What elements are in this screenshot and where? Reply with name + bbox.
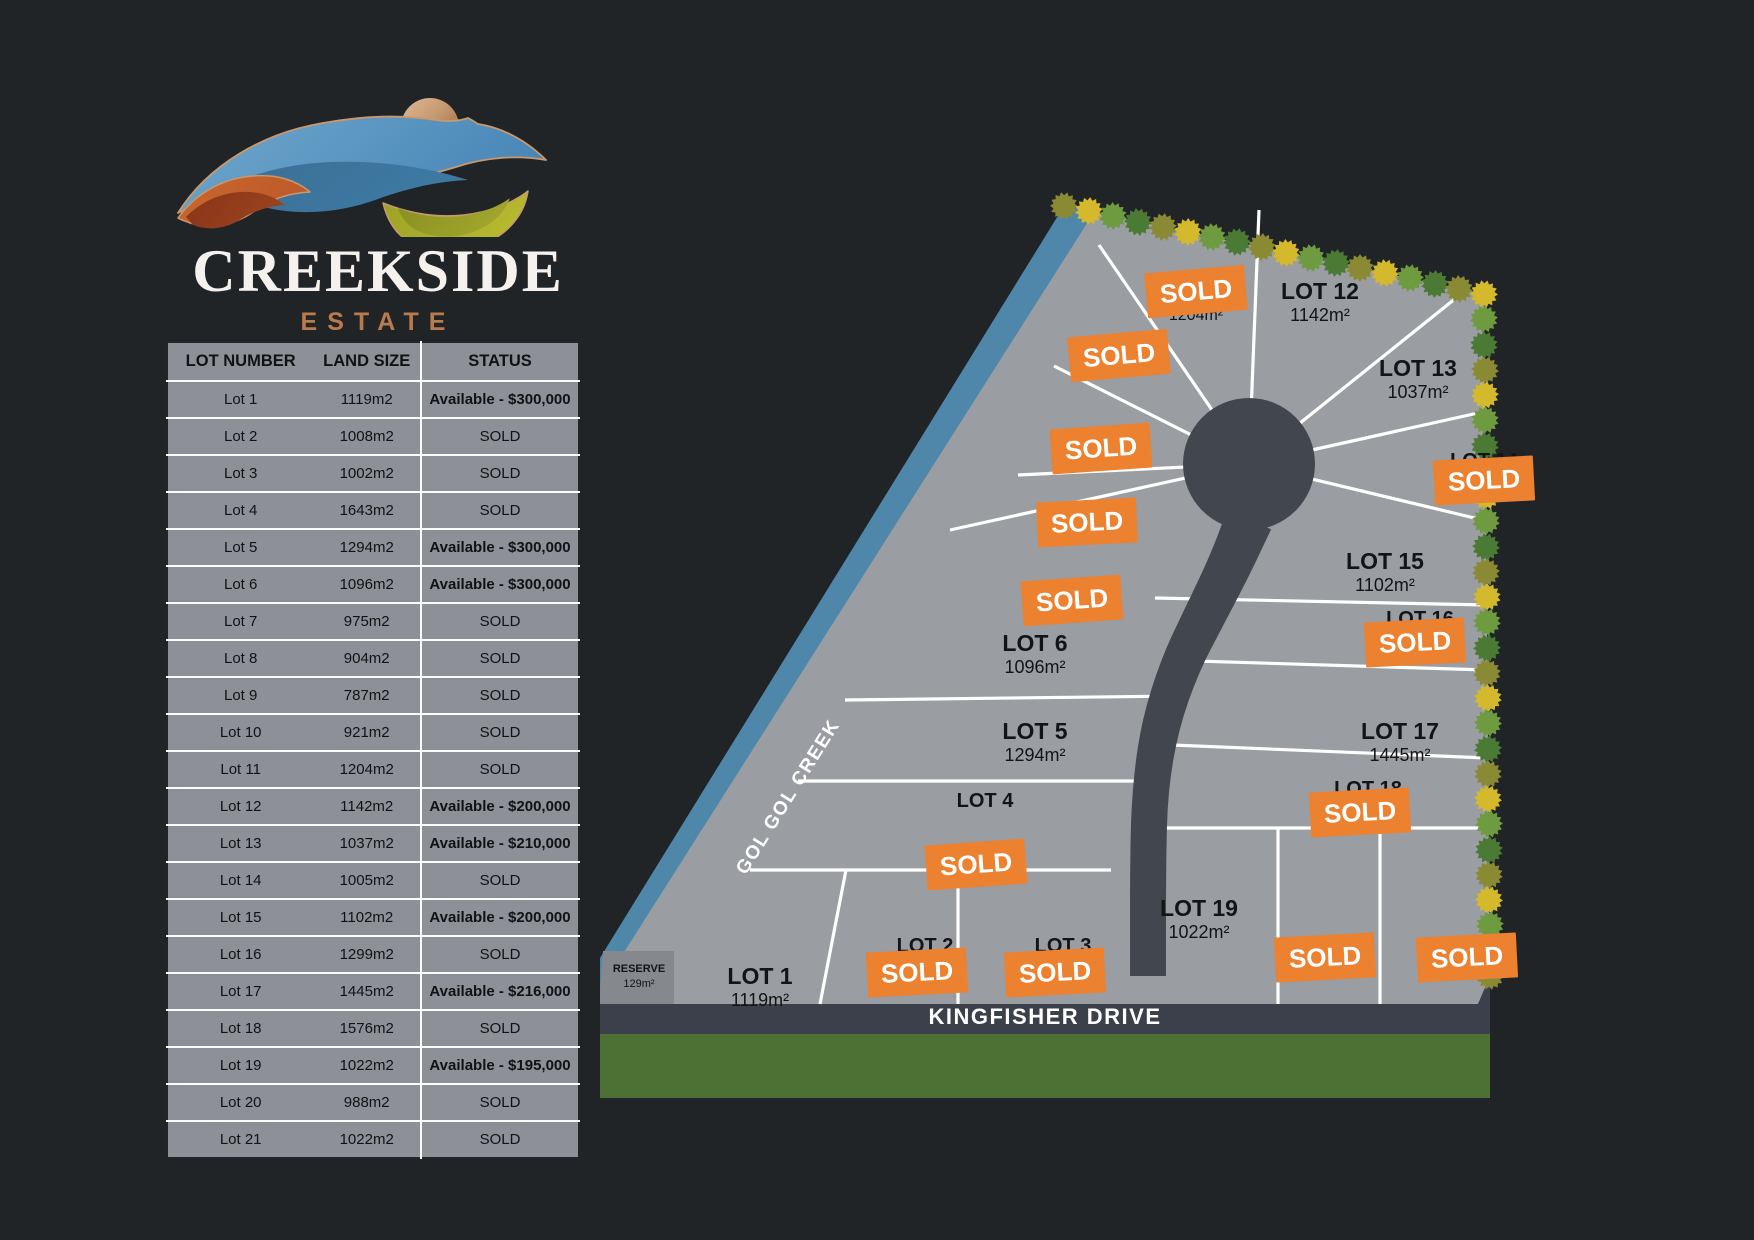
svg-text:KINGFISHER DRIVE: KINGFISHER DRIVE [928,1004,1161,1029]
